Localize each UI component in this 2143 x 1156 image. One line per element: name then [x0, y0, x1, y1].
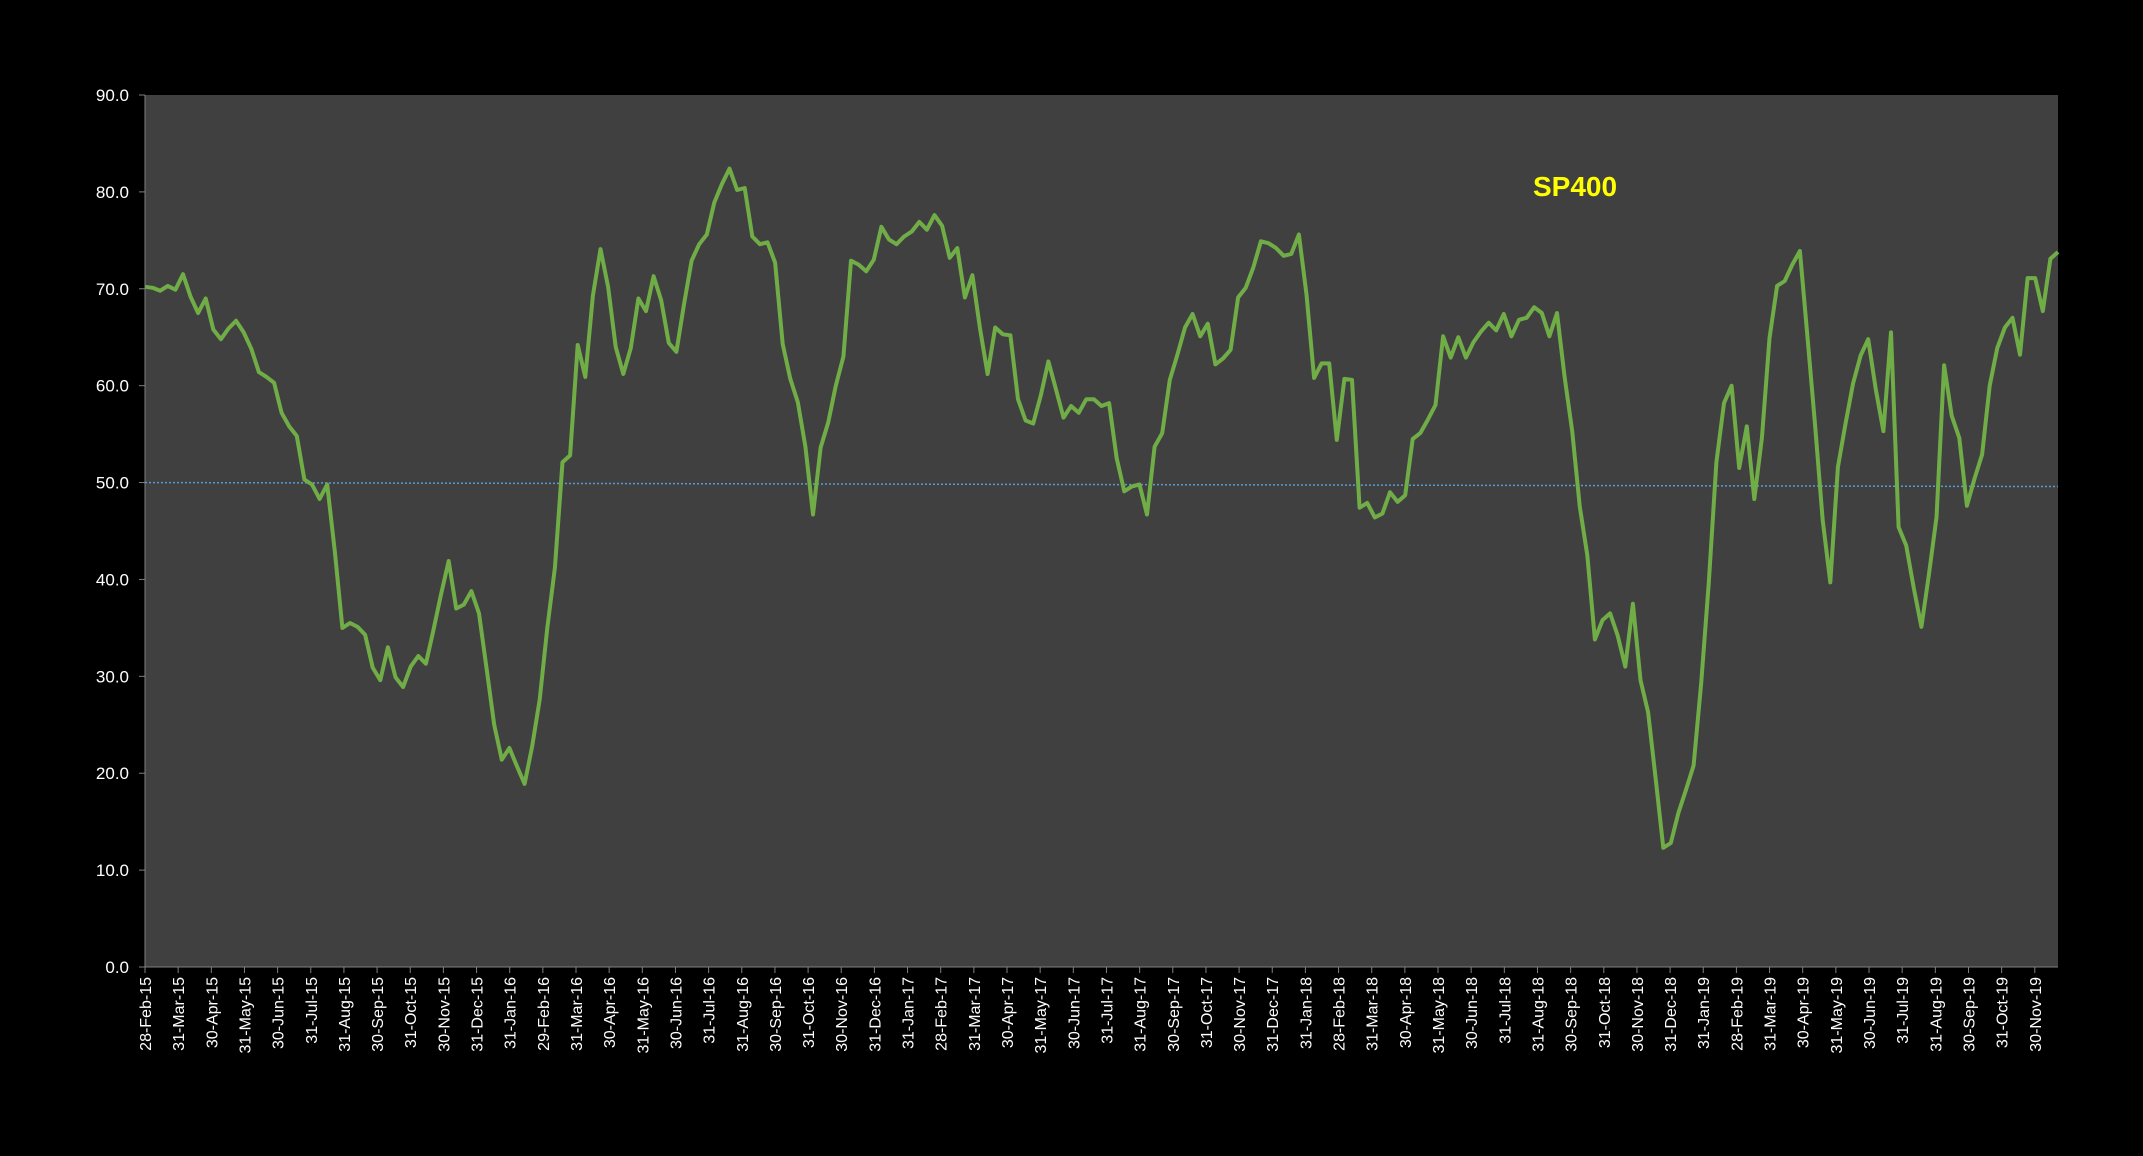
x-tick-label: 30-Sep-18	[1564, 977, 1581, 1052]
x-tick-label: 31-Oct-18	[1597, 977, 1614, 1048]
x-tick-label: 31-Oct-19	[1995, 977, 2012, 1048]
x-tick-label: 30-Apr-16	[602, 977, 619, 1048]
y-tick-label: 30.0	[96, 667, 129, 686]
x-tick-label: 31-Aug-18	[1531, 977, 1548, 1052]
plot-area	[145, 95, 2058, 967]
x-tick-label: 31-Oct-15	[403, 977, 420, 1048]
x-tick-label: 30-Jun-17	[1066, 977, 1083, 1049]
x-tick-label: 31-Jul-19	[1895, 977, 1912, 1044]
x-tick-label: 30-Jun-15	[271, 977, 288, 1049]
x-tick-label: 28-Feb-19	[1729, 977, 1746, 1051]
x-tick-label: 31-Aug-16	[735, 977, 752, 1052]
series-group	[144, 166, 2060, 850]
x-tick-label: 31-May-15	[238, 977, 255, 1054]
x-tick-label: 30-Sep-15	[370, 977, 387, 1052]
x-tick-label: 28-Feb-17	[934, 977, 951, 1051]
x-tick-label: 31-Dec-17	[1265, 977, 1282, 1052]
x-tick-label: 28-Feb-15	[138, 977, 155, 1051]
x-tick-label: 31-Jul-17	[1100, 977, 1117, 1044]
chart-annotation: SP400	[1533, 171, 1617, 202]
y-tick-label: 60.0	[96, 377, 129, 396]
x-tick-label: 31-Aug-15	[337, 977, 354, 1052]
x-tick-label: 31-Oct-16	[801, 977, 818, 1048]
x-tick-label: 30-Jun-19	[1862, 977, 1879, 1049]
y-tick-label: 80.0	[96, 183, 129, 202]
x-tick-label: 30-Sep-19	[1962, 977, 1979, 1052]
x-tick-label: 31-Jan-16	[503, 977, 520, 1049]
x-tick-label: 31-Jan-18	[1298, 977, 1315, 1049]
x-tick-label: 31-May-17	[1033, 977, 1050, 1054]
x-tick-label: 31-May-18	[1431, 977, 1448, 1054]
x-tick-label: 30-Sep-16	[768, 977, 785, 1052]
x-tick-label: 30-Apr-18	[1398, 977, 1415, 1048]
x-tick-label: 30-Apr-15	[204, 977, 221, 1048]
x-tick-label: 30-Nov-18	[1630, 977, 1647, 1052]
x-tick-label: 30-Nov-17	[1232, 977, 1249, 1052]
x-tick-label: 31-Jul-18	[1497, 977, 1514, 1044]
x-tick-label: 30-Nov-19	[2028, 977, 2045, 1052]
x-tick-label: 31-Mar-19	[1763, 977, 1780, 1051]
y-tick-label: 50.0	[96, 474, 129, 493]
y-tick-label: 0.0	[105, 958, 129, 977]
y-tick-label: 90.0	[96, 86, 129, 105]
x-tick-label: 31-Oct-17	[1199, 977, 1216, 1048]
y-tick-label: 10.0	[96, 861, 129, 880]
reference-line-group	[144, 481, 2059, 488]
x-tick-label: 30-Nov-15	[436, 977, 453, 1052]
reference-line-50	[144, 481, 2059, 488]
x-tick-label: 31-Jul-15	[304, 977, 321, 1044]
y-tick-label: 20.0	[96, 764, 129, 783]
x-tick-label: 31-Mar-16	[569, 977, 586, 1051]
x-tick-label: 31-Dec-18	[1663, 977, 1680, 1052]
x-tick-label: 30-Apr-19	[1796, 977, 1813, 1048]
x-tick-label: 31-Mar-15	[171, 977, 188, 1051]
x-tick-label: 30-Jun-16	[669, 977, 686, 1049]
x-tick-label: 29-Feb-16	[536, 977, 553, 1051]
x-tick-label: 31-Mar-17	[967, 977, 984, 1051]
x-tick-label: 30-Jun-18	[1464, 977, 1481, 1049]
y-tick-label: 70.0	[96, 280, 129, 299]
x-tick-label: 30-Sep-17	[1166, 977, 1183, 1052]
x-tick-label: 31-Dec-16	[867, 977, 884, 1052]
x-tick-label: 31-Dec-15	[470, 977, 487, 1052]
x-tick-label: 30-Nov-16	[834, 977, 851, 1052]
series-line	[144, 166, 2060, 850]
x-tick-label: 31-Aug-17	[1133, 977, 1150, 1052]
x-tick-label: 31-Jul-16	[702, 977, 719, 1044]
x-axis: 28-Feb-15 31-Mar-15 30-Apr-15 31-May-15 30-J…	[138, 966, 2058, 1054]
x-tick-label: 30-Apr-17	[1000, 977, 1017, 1048]
x-tick-label: 31-Mar-18	[1365, 977, 1382, 1051]
x-tick-label: 31-Jan-19	[1696, 977, 1713, 1049]
x-tick-label: 28-Feb-18	[1332, 977, 1349, 1051]
y-tick-label: 40.0	[96, 570, 129, 589]
x-tick-label: 31-Aug-19	[1928, 977, 1945, 1052]
y-axis: 0.0 10.0 20.0 30.0 40.0 50.0 60.0 70.0 80.0 90.0	[96, 86, 146, 977]
x-tick-label: 31-Jan-17	[901, 977, 918, 1049]
x-tick-label: 31-May-16	[635, 977, 652, 1054]
x-tick-label: 31-May-19	[1829, 977, 1846, 1054]
